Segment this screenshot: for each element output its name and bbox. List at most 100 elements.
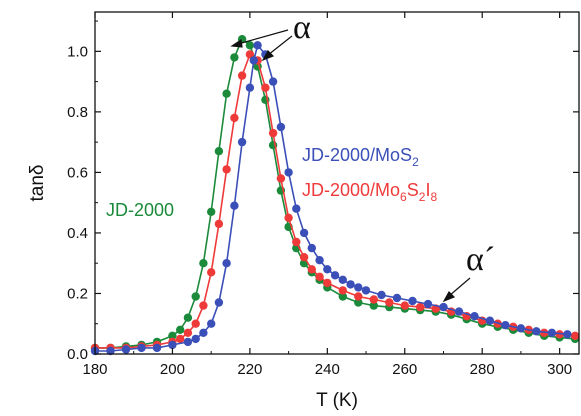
data-point-jd-2000-mo-s-i xyxy=(338,286,347,295)
data-point-jd-2000-mos xyxy=(284,168,293,177)
data-point-jd-2000 xyxy=(183,313,193,322)
data-point-jd-2000-mos xyxy=(307,243,316,253)
data-point-jd-2000 xyxy=(369,301,378,310)
x-tick-label: 220 xyxy=(237,361,262,378)
series-jd-2000-mos xyxy=(90,41,572,356)
data-point-jd-2000-mo-s-i xyxy=(315,272,324,281)
data-point-jd-2000-mos xyxy=(237,137,247,147)
data-point-jd-2000-mo-s-i xyxy=(323,278,332,288)
x-tick-label: 180 xyxy=(82,361,107,378)
alpha-prime-annotation: α´ xyxy=(466,241,495,278)
data-point-jd-2000-mos xyxy=(152,343,162,353)
data-point-jd-2000-mo-s-i xyxy=(416,302,425,312)
data-point-jd-2000-mos xyxy=(191,334,200,344)
data-point-jd-2000-mos xyxy=(253,41,262,50)
data-point-jd-2000-mos xyxy=(315,256,324,265)
alpha-arrow-left xyxy=(237,29,289,45)
data-point-jd-2000 xyxy=(354,298,363,307)
data-point-jd-2000-mos xyxy=(547,328,557,337)
data-point-jd-2000 xyxy=(338,292,347,301)
data-point-jd-2000-mos xyxy=(121,345,131,354)
data-point-jd-2000-mo-s-i xyxy=(307,265,316,274)
data-point-jd-2000 xyxy=(199,259,208,268)
data-point-jd-2000-mo-s-i xyxy=(400,301,409,310)
data-point-jd-2000-mos xyxy=(168,340,177,350)
data-point-jd-2000-mos xyxy=(563,330,572,339)
data-point-jd-2000-mos xyxy=(292,204,301,213)
data-point-jd-2000-mo-s-i xyxy=(299,253,309,262)
data-point-jd-2000-mos xyxy=(532,327,541,336)
data-point-jd-2000-mos xyxy=(214,298,224,307)
data-point-jd-2000-mos xyxy=(392,293,402,303)
y-tick-label: 0.0 xyxy=(67,346,88,363)
data-point-jd-2000-mos xyxy=(346,280,355,289)
data-point-jd-2000-mos xyxy=(299,228,309,238)
data-point-jd-2000 xyxy=(222,89,231,98)
y-axis-title: tanδ xyxy=(27,165,48,202)
x-tick-label: 240 xyxy=(315,361,340,378)
data-point-jd-2000 xyxy=(168,331,177,340)
data-point-jd-2000 xyxy=(245,41,255,50)
data-point-jd-2000-mo-s-i xyxy=(268,128,278,138)
data-point-jd-2000-mo-s-i xyxy=(369,295,378,304)
data-point-jd-2000-mos xyxy=(454,307,464,316)
x-tick-label: 300 xyxy=(547,361,572,378)
data-point-jd-2000-mo-s-i xyxy=(237,71,247,80)
data-point-jd-2000 xyxy=(214,147,224,156)
series-layer xyxy=(90,35,580,356)
data-point-jd-2000-mo-s-i xyxy=(385,298,394,307)
data-point-jd-2000-mos xyxy=(183,337,193,347)
data-point-jd-2000-mos xyxy=(485,316,495,325)
y-tick-label: 1.0 xyxy=(67,43,88,60)
data-point-jd-2000-mo-s-i xyxy=(222,165,231,174)
data-point-jd-2000-mo-s-i xyxy=(207,268,216,277)
data-point-jd-2000-mos xyxy=(423,299,433,309)
data-point-jd-2000-mo-s-i xyxy=(199,301,208,310)
series-jd-2000-mo-s-i xyxy=(90,50,580,353)
data-point-jd-2000 xyxy=(191,292,200,301)
data-point-jd-2000-mos xyxy=(276,122,286,132)
data-point-jd-2000-mos xyxy=(106,346,115,356)
series-label-jd2000-mo6s2i8: JD-2000/Mo6S2I8 xyxy=(302,180,437,204)
data-point-jd-2000 xyxy=(176,325,185,334)
data-point-jd-2000 xyxy=(230,53,239,62)
x-tick-label: 200 xyxy=(160,361,185,378)
data-point-jd-2000-mos xyxy=(354,283,363,292)
data-point-jd-2000-mos xyxy=(207,319,216,328)
data-point-jd-2000-mos xyxy=(137,343,146,353)
data-point-jd-2000-mo-s-i xyxy=(292,237,301,247)
alpha-prime-arrow-head xyxy=(442,291,456,303)
x-axis-title: T (K) xyxy=(316,390,358,411)
y-tick-label: 0.4 xyxy=(67,225,88,242)
data-point-jd-2000 xyxy=(207,207,216,216)
y-tick-label: 0.2 xyxy=(67,285,88,302)
data-point-jd-2000-mo-s-i xyxy=(245,50,255,59)
data-point-jd-2000-mos xyxy=(199,328,208,337)
data-point-jd-2000-mos xyxy=(249,56,258,65)
data-point-jd-2000-mo-s-i xyxy=(183,328,193,337)
data-point-jd-2000-mos xyxy=(516,324,526,333)
data-point-jd-2000-mos xyxy=(377,290,386,300)
data-point-jd-2000-mos xyxy=(408,296,417,306)
data-point-jd-2000-mo-s-i xyxy=(284,213,293,222)
data-point-jd-2000-mos xyxy=(338,275,347,284)
data-point-jd-2000-mos xyxy=(361,286,371,295)
data-point-jd-2000-mo-s-i xyxy=(570,331,580,340)
data-point-jd-2000-mo-s-i xyxy=(261,83,270,92)
alpha-annotation: α xyxy=(293,9,311,46)
data-point-jd-2000-mos xyxy=(268,77,278,86)
alpha-arrow-left-head xyxy=(230,38,243,48)
series-label-jd2000: JD-2000 xyxy=(106,200,174,220)
data-point-jd-2000-mos xyxy=(245,83,255,92)
data-point-jd-2000-mos xyxy=(230,201,239,210)
annotation-arrows xyxy=(230,29,471,303)
data-point-jd-2000-mo-s-i xyxy=(191,319,200,328)
data-point-jd-2000-mo-s-i xyxy=(214,219,224,229)
alpha-arrow-right xyxy=(267,35,293,56)
alpha-prime-arrow xyxy=(448,277,471,297)
data-point-jd-2000-mo-s-i xyxy=(354,292,363,301)
y-tick-label: 0.8 xyxy=(67,104,88,121)
data-point-jd-2000-mo-s-i xyxy=(230,113,239,123)
x-tick-label: 260 xyxy=(392,361,417,378)
data-point-jd-2000-mos xyxy=(323,265,332,274)
